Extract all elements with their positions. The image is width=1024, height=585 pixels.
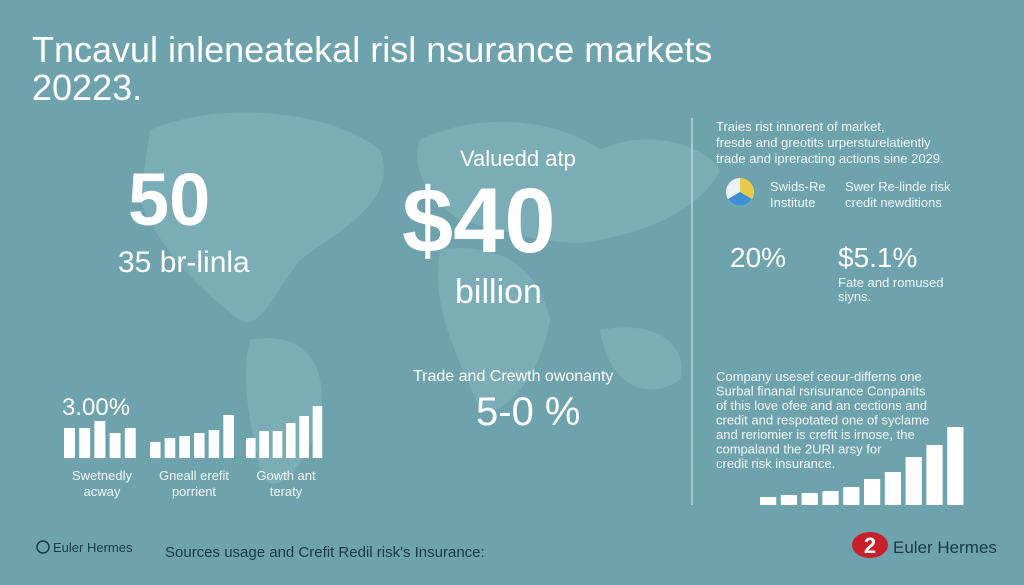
bar bbox=[801, 493, 818, 505]
pie-icon bbox=[726, 178, 754, 206]
bar bbox=[109, 433, 121, 458]
growth-value: 5-0 % bbox=[476, 390, 581, 434]
bar bbox=[259, 431, 269, 458]
stat-unit: billion bbox=[455, 273, 542, 311]
title-line: 20223. bbox=[32, 67, 142, 108]
footer-brand: Euler Hermes bbox=[53, 540, 133, 555]
big-stat: 50 bbox=[128, 158, 210, 241]
bar bbox=[760, 497, 777, 505]
source-line: Swids-Re bbox=[770, 179, 826, 194]
bar bbox=[179, 436, 190, 458]
bar bbox=[194, 433, 205, 458]
intro-line: Traies rist innorent of market, bbox=[716, 119, 885, 134]
growth-label: Trade and Crewth owonanty bbox=[413, 368, 613, 385]
bar bbox=[223, 415, 234, 458]
bar bbox=[926, 445, 943, 505]
bar bbox=[246, 438, 256, 458]
paragraph-line: credit risk insurance. bbox=[716, 456, 835, 471]
bar bbox=[884, 472, 902, 505]
chart-label: acway bbox=[84, 484, 121, 499]
intro-line: fresde and greotits urpersturelatiently bbox=[716, 135, 931, 150]
bar bbox=[822, 491, 839, 505]
logo-number: 2 bbox=[864, 533, 876, 558]
footer-source: Sources usage and Crefit Redil risk's In… bbox=[165, 544, 485, 561]
bar bbox=[905, 457, 922, 505]
bar bbox=[150, 442, 161, 458]
bar bbox=[843, 487, 860, 505]
stat-label: Valuedd atp bbox=[460, 146, 576, 171]
bar bbox=[947, 427, 964, 505]
bars-stat: 3.00% bbox=[62, 394, 130, 421]
bar bbox=[124, 428, 136, 458]
bar bbox=[312, 406, 323, 458]
bar bbox=[286, 423, 296, 458]
bar bbox=[164, 438, 176, 458]
chart-label: teraty bbox=[270, 484, 303, 499]
bar bbox=[780, 495, 798, 505]
chart-label: porrient bbox=[172, 484, 216, 499]
right-stat: 20% bbox=[730, 242, 786, 273]
chart-label: Swetnedly bbox=[72, 468, 132, 483]
paragraph: Company usesef ceour-differns oneSurbal … bbox=[716, 369, 929, 471]
source-line: Institute bbox=[770, 195, 816, 210]
bar bbox=[94, 421, 106, 458]
world-map bbox=[140, 112, 720, 484]
stat-caption: Fate and romused bbox=[838, 275, 944, 290]
source-line: credit newditions bbox=[845, 195, 942, 210]
big-stat: $40 bbox=[402, 170, 556, 272]
stat-caption: siyns. bbox=[838, 289, 871, 304]
paragraph-line: of this love ofee and an cections and bbox=[716, 398, 927, 413]
bar bbox=[208, 430, 220, 458]
bar bbox=[864, 479, 881, 505]
bar bbox=[299, 416, 309, 458]
footer-brand: Euler Hermes bbox=[893, 538, 997, 557]
paragraph-line: Surbal finanal rsrisurance Conpanits bbox=[716, 384, 926, 399]
paragraph-line: compaland the 2URI arsy for bbox=[716, 442, 882, 457]
paragraph-line: credit and respotated one of syclame bbox=[716, 413, 929, 428]
chart-label: Gowth ant bbox=[256, 468, 316, 483]
source-line: Swer Re-linde risk bbox=[845, 179, 951, 194]
bar bbox=[79, 428, 91, 458]
intro-line: trade and ipreracting actions sine 2029. bbox=[716, 151, 944, 166]
paragraph-line: Company usesef ceour-differns one bbox=[716, 369, 922, 384]
chart-label: Gneall erefit bbox=[159, 468, 229, 483]
bar bbox=[272, 431, 283, 458]
right-stat: $5.1% bbox=[838, 242, 917, 273]
bar bbox=[64, 428, 75, 458]
paragraph-line: and reriomier is crefit is irnose, the bbox=[716, 427, 915, 442]
title-line: Tncavul inleneatekal risl nsurance marke… bbox=[32, 29, 712, 70]
stat-caption: 35 br-linla bbox=[118, 246, 250, 279]
footer: Euler Hermes Sources usage and Crefit Re… bbox=[36, 532, 997, 561]
